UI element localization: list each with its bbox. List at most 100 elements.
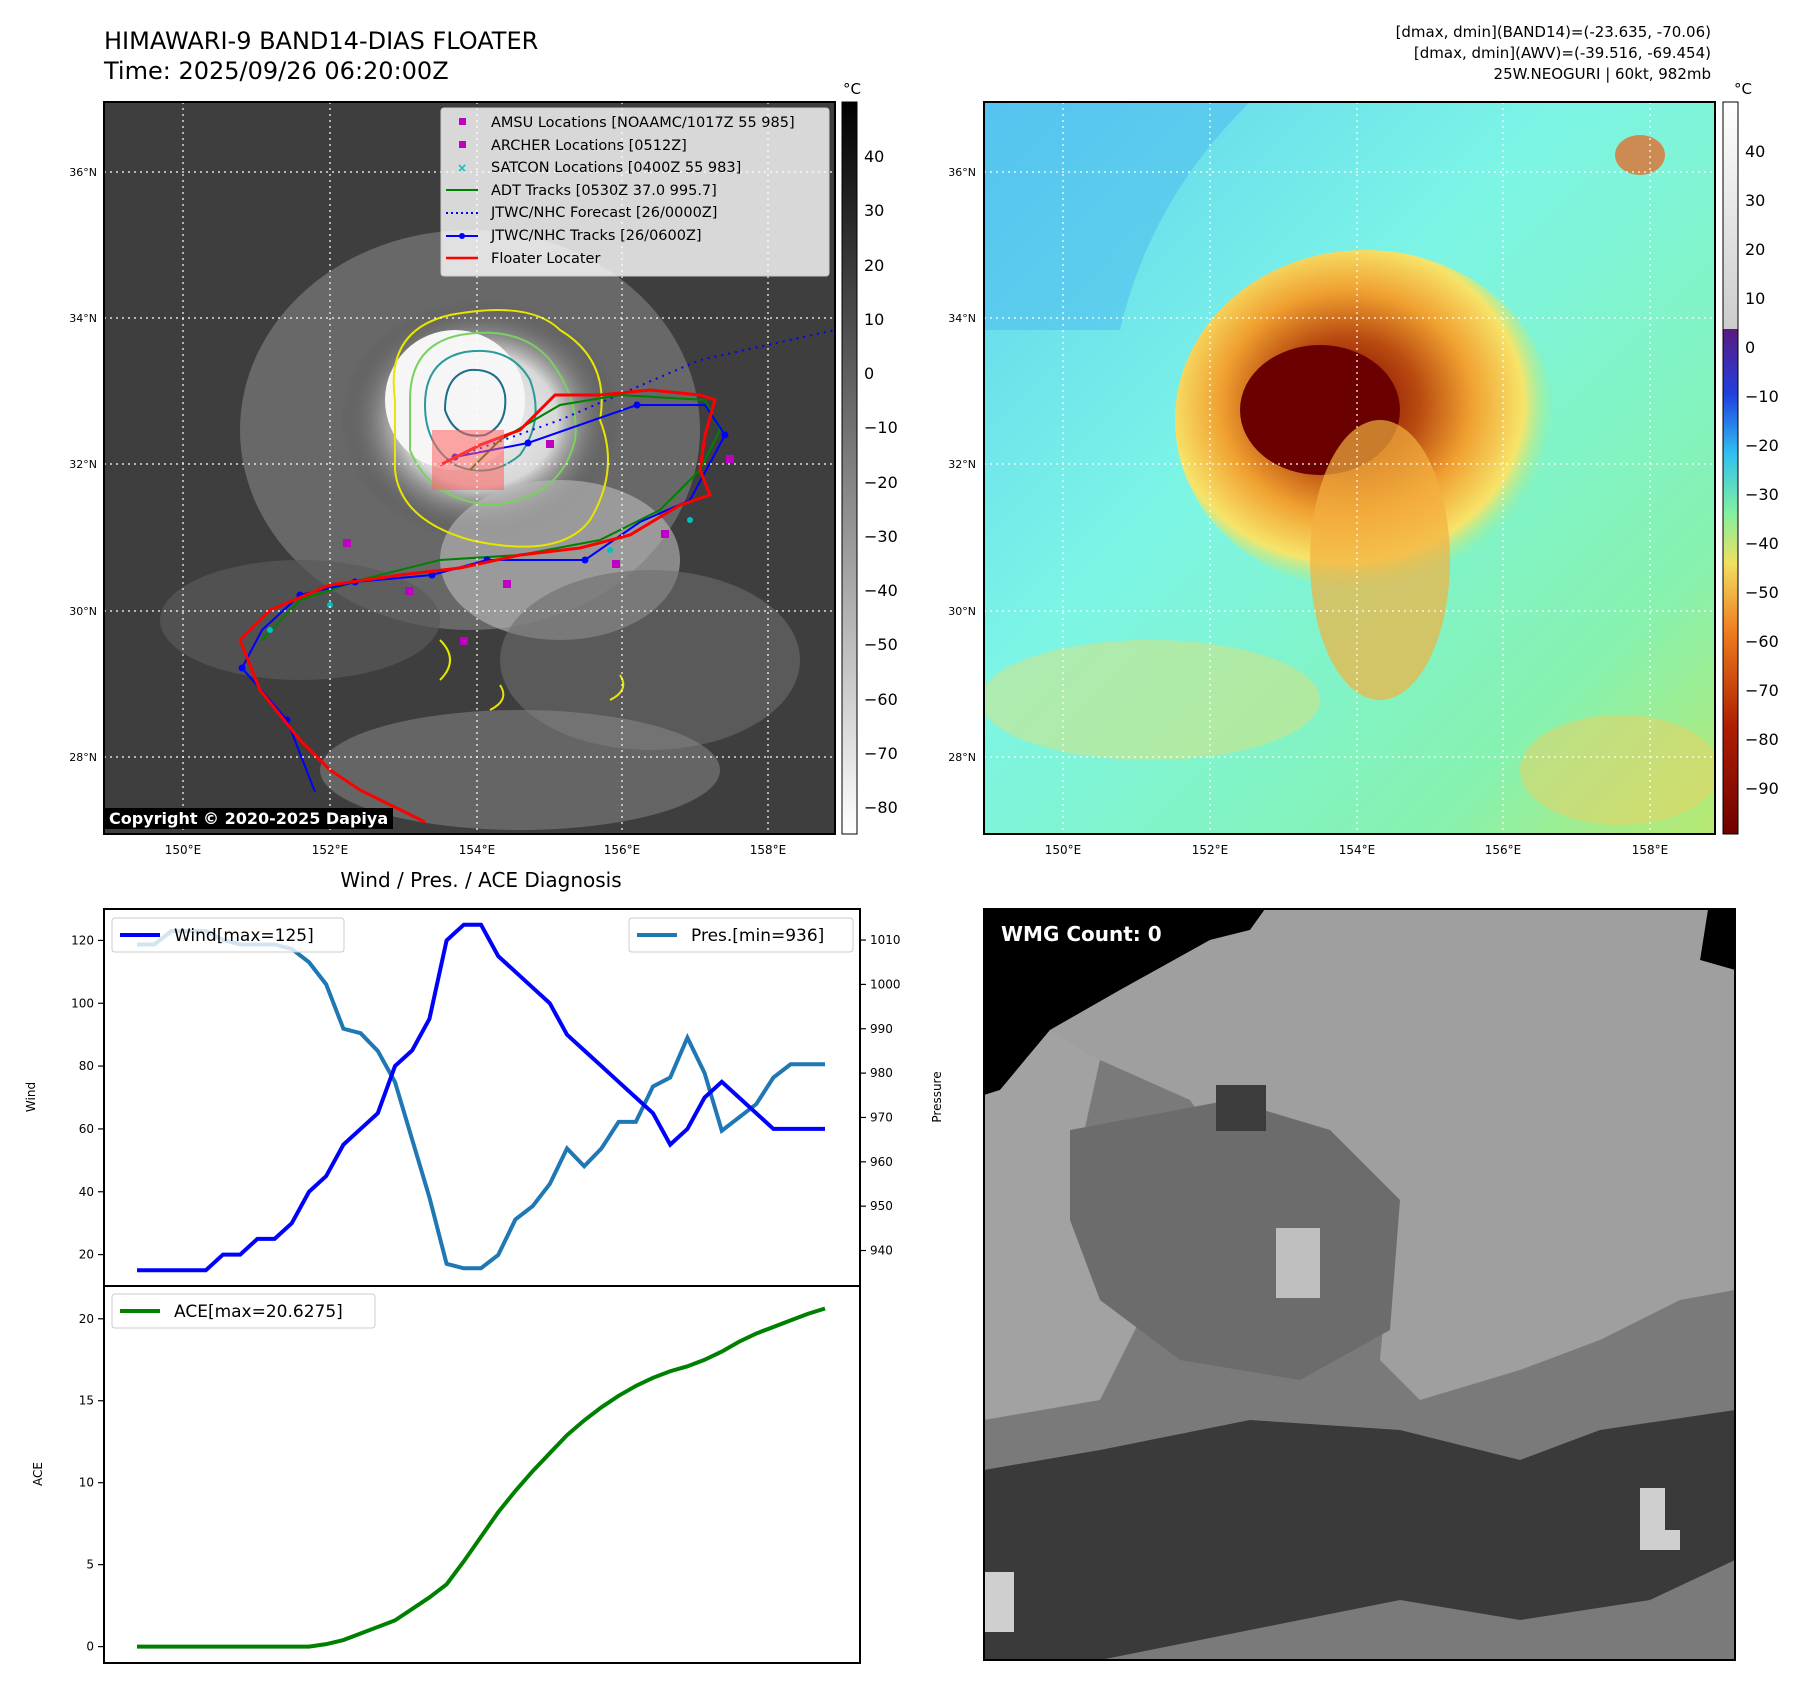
wv-gridlines [984, 102, 1715, 834]
axis-tick-label: 10 [79, 1476, 94, 1490]
ir-colorbar-tick: −60 [864, 690, 898, 709]
wv-colorbar-tick: −60 [1745, 632, 1779, 651]
wv-colorbar-tick: −50 [1745, 583, 1779, 602]
ir-colorbar-tick: −80 [864, 798, 898, 817]
axis-tick-label: 970 [870, 1110, 893, 1124]
ace-chart: 0 5 10 15 20 ACE ACE[max=20.6275] [31, 1285, 861, 1664]
ir-colorbar-tick: 30 [864, 201, 884, 220]
ir-colorbar-tick: 40 [864, 147, 884, 166]
info-line1: [dmax, dmin](BAND14)=(-23.635, -70.06) [1395, 23, 1711, 41]
legend-item-label: ADT Tracks [0530Z 37.0 995.7] [491, 183, 717, 199]
wv-colorbar-tick: −40 [1745, 534, 1779, 553]
axis-tick-label: 960 [870, 1155, 893, 1169]
lon-tick: 158°E [1632, 843, 1669, 857]
axis-tick-label: 15 [79, 1394, 94, 1408]
lon-tick: 154°E [459, 843, 496, 857]
axis-tick-label: 0 [86, 1640, 94, 1654]
wv-colorbar-tick: 30 [1745, 191, 1765, 210]
axis-tick-label: 950 [870, 1199, 893, 1213]
wv-colorbar: °C 40 30 20 10 0 −10 −20 −30 −40 −50 −60… [1722, 80, 1779, 835]
ir-colorbar-tick: 20 [864, 256, 884, 275]
legend-satcon-marker: × [457, 161, 467, 175]
wind-legend [111, 917, 345, 953]
lat-tick: 28°N [69, 751, 97, 764]
lon-tick: 150°E [165, 843, 202, 857]
lat-tick: 32°N [948, 458, 976, 471]
lon-tick: 156°E [1485, 843, 1522, 857]
wv-colorbar-tick: −10 [1745, 387, 1779, 406]
ace-axis-ticks: 0 5 10 15 20 [79, 1312, 104, 1654]
info-line2: [dmax, dmin](AWV)=(-39.516, -69.454) [1413, 44, 1711, 62]
ir-colorbar-tick: −30 [864, 527, 898, 546]
wind-series-line [137, 922, 825, 1273]
wv-colorbar-tick: −70 [1745, 681, 1779, 700]
diagnosis-title: Wind / Pres. / ACE Diagnosis [340, 868, 621, 892]
ir-colorbar-tick: −70 [864, 744, 898, 763]
wv-map-panel [983, 101, 1716, 835]
ir-gridlines [104, 102, 835, 834]
ir-colorbar-tick: −50 [864, 635, 898, 654]
axis-tick-label: 40 [79, 1185, 94, 1199]
lat-tick: 28°N [948, 751, 976, 764]
lon-tick: 156°E [604, 843, 641, 857]
wv-colorbar-unit: °C [1734, 80, 1752, 98]
lon-tick: 152°E [312, 843, 349, 857]
ir-colorbar-unit: °C [843, 80, 861, 98]
lat-tick: 30°N [948, 605, 976, 618]
wv-colorbar-tick: −30 [1745, 485, 1779, 504]
axis-tick-label: 100 [71, 996, 94, 1010]
ace-axes-frame [103, 1285, 861, 1664]
axis-tick-label: 940 [870, 1244, 893, 1258]
wv-colorbar-tick: 40 [1745, 142, 1765, 161]
wmg-light-region [1050, 909, 1735, 1400]
legend-item-label: AMSU Locations [NOAAMC/1017Z 55 985] [491, 115, 795, 131]
wmg-frame [983, 908, 1736, 1661]
legend-item-label: ARCHER Locations [0512Z] [491, 138, 687, 154]
axis-tick-label: 60 [79, 1122, 94, 1136]
legend-archer-marker [459, 141, 466, 148]
wv-lon-ticks: 150°E 152°E 154°E 156°E 158°E [1045, 843, 1669, 857]
legend-item-label: SATCON Locations [0400Z 55 983] [491, 160, 741, 176]
legend-item-label: JTWC/NHC Tracks [26/0600Z] [490, 228, 702, 244]
axis-tick-label: 20 [79, 1312, 94, 1326]
wmg-mid-region [1070, 1100, 1400, 1380]
axis-tick-label: 20 [79, 1248, 94, 1262]
legend-item-label: Floater Locater [491, 251, 600, 267]
wind-pressure-axes-frame [103, 908, 861, 1287]
map-legend: × AMSU Locations [NOAAMC/1017Z 55 985] A… [440, 107, 830, 277]
axis-tick-label: 990 [870, 1022, 893, 1036]
legend-amsu-marker [459, 118, 466, 125]
ir-colorbar-tick: 0 [864, 364, 874, 383]
lat-tick: 30°N [69, 605, 97, 618]
ir-cloud-imagery [104, 102, 835, 834]
copyright-label: Copyright © 2020-2025 Dapiya [104, 808, 394, 829]
lon-tick: 150°E [1045, 843, 1082, 857]
wmg-dark-region [984, 1410, 1735, 1660]
ir-map-frame [103, 101, 836, 835]
axis-tick-label: 980 [870, 1066, 893, 1080]
axis-tick-label: 80 [79, 1059, 94, 1073]
ir-colorbar-tick: −20 [864, 473, 898, 492]
axis-tick-label: 1000 [870, 977, 901, 991]
ir-colorbar-tick: −10 [864, 418, 898, 437]
wv-imagery [984, 102, 1715, 834]
wv-colorbar-tick: 0 [1745, 338, 1755, 357]
lat-tick: 36°N [948, 166, 976, 179]
wmg-black-region [984, 909, 1265, 1095]
lon-tick: 158°E [750, 843, 787, 857]
info-line3: 25W.NEOGURI | 60kt, 982mb [1493, 65, 1711, 83]
lat-tick: 34°N [69, 312, 97, 325]
lat-tick: 32°N [69, 458, 97, 471]
axis-tick-label: 120 [71, 933, 94, 947]
ir-lat-ticks: 36°N 34°N 32°N 30°N 28°N [69, 166, 97, 764]
pressure-legend-label: Pres.[min=936] [691, 926, 824, 946]
wind-axis-ticks: 20 40 60 80 100 120 [71, 933, 104, 1262]
pressure-legend [628, 917, 854, 953]
wind-legend-label: Wind[max=125] [174, 926, 314, 946]
ace-legend [111, 1293, 376, 1329]
axis-tick-label: 5 [86, 1558, 94, 1572]
lon-tick: 152°E [1192, 843, 1229, 857]
legend-item-label: JTWC/NHC Forecast [26/0000Z] [490, 205, 717, 221]
wmg-panel [983, 908, 1736, 1661]
